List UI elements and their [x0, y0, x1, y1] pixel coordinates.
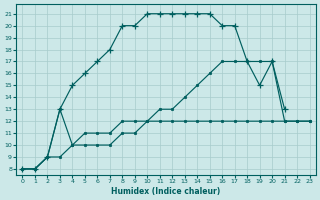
- X-axis label: Humidex (Indice chaleur): Humidex (Indice chaleur): [111, 187, 221, 196]
